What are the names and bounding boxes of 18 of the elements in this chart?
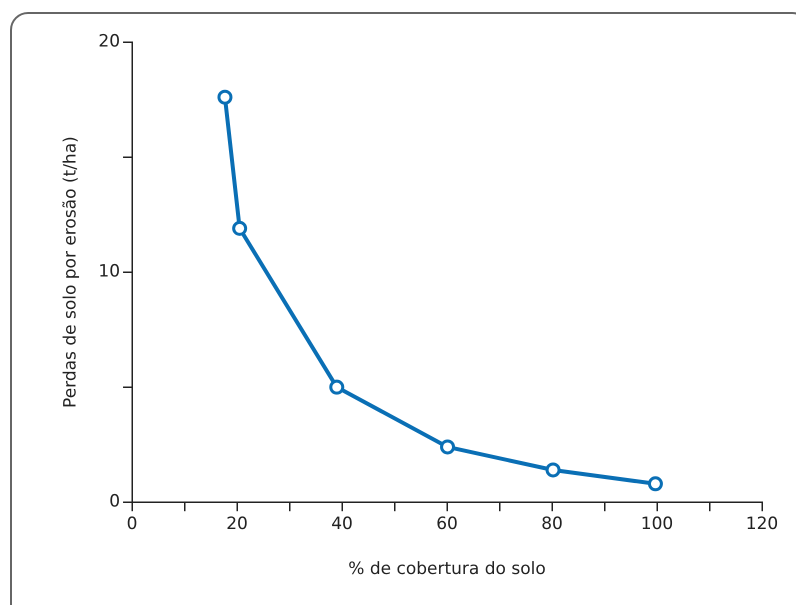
x-tick-label: 20 bbox=[226, 514, 248, 534]
y-tick-label: 10 bbox=[98, 262, 120, 282]
x-tick-label: 60 bbox=[436, 514, 458, 534]
point bbox=[648, 476, 663, 492]
point bbox=[217, 90, 232, 105]
x-tick-label: 40 bbox=[331, 514, 353, 534]
x-tick-label: 100 bbox=[640, 514, 674, 534]
x-tick-label: 120 bbox=[746, 514, 778, 534]
y-tick-label: 20 bbox=[98, 31, 120, 52]
x-tick-label: 80 bbox=[541, 514, 563, 534]
point bbox=[232, 220, 248, 236]
x-tick-label: 0 bbox=[126, 514, 138, 534]
y-tick-label: 0 bbox=[109, 492, 120, 512]
point bbox=[440, 439, 456, 454]
point bbox=[329, 380, 344, 395]
y-axis-title: Perdas de solo por erosão (t/ha) bbox=[60, 136, 81, 408]
point bbox=[546, 462, 561, 478]
x-axis-title: % de cobertura do solo bbox=[348, 559, 546, 580]
